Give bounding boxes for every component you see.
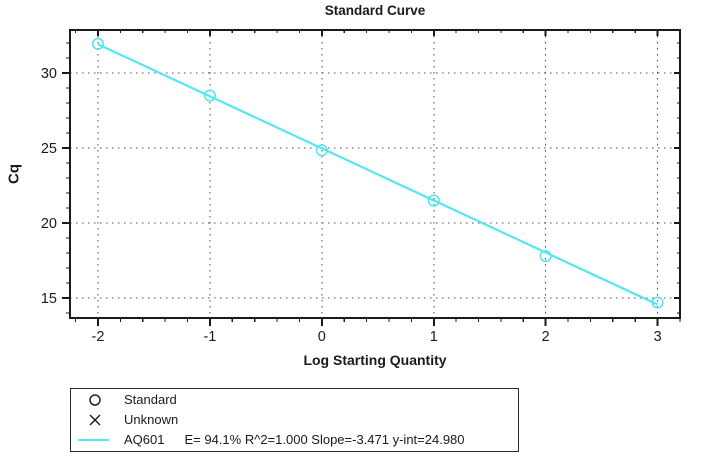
legend-item-trace: AQ601 E= 94.1% R^2=1.000 Slope=-3.471 y-… bbox=[71, 430, 518, 450]
standard-point bbox=[203, 89, 217, 102]
x-axis-label: Log Starting Quantity bbox=[303, 352, 447, 368]
standard-point bbox=[539, 249, 552, 263]
standard-point bbox=[315, 144, 328, 157]
legend-label-unknown: Unknown bbox=[124, 412, 179, 427]
y-tick-label: 25 bbox=[41, 141, 57, 157]
y-tick-label: 30 bbox=[41, 66, 57, 82]
x-tick-label: 1 bbox=[430, 329, 438, 345]
standard-point bbox=[91, 37, 105, 50]
circle-marker-icon bbox=[87, 393, 103, 407]
standard-point bbox=[651, 296, 664, 309]
legend-label-standard: Standard bbox=[124, 392, 177, 407]
x-tick-label: 2 bbox=[542, 329, 550, 345]
regression-line bbox=[97, 43, 659, 306]
legend-trace-stats: E= 94.1% R^2=1.000 Slope=-3.471 y-int=24… bbox=[184, 432, 465, 447]
y-tick-label: 20 bbox=[41, 216, 57, 232]
line-marker-icon bbox=[78, 439, 109, 441]
standard-point bbox=[427, 194, 440, 207]
standard-curve-plot: -2 -1 0 1 2 3 15 20 25 30 bbox=[41, 29, 681, 345]
x-tick-label: -2 bbox=[92, 329, 105, 345]
legend-label-trace-name: AQ601 bbox=[124, 432, 165, 447]
x-tick-label: -1 bbox=[203, 329, 216, 345]
x-tick-label: 0 bbox=[318, 329, 326, 345]
y-tick-label: 15 bbox=[41, 291, 57, 307]
legend-item-unknown: Unknown bbox=[71, 410, 518, 430]
plot-frame bbox=[69, 29, 681, 319]
y-axis-label: Cq bbox=[5, 164, 23, 184]
x-marker-icon bbox=[87, 413, 103, 427]
x-tick-label: 3 bbox=[654, 329, 662, 345]
legend-item-standard: Standard bbox=[71, 390, 518, 410]
chart-title: Standard Curve bbox=[324, 3, 426, 18]
legend-box: Standard Unknown AQ601 E= 94.1% R^2=1.00… bbox=[70, 388, 519, 452]
